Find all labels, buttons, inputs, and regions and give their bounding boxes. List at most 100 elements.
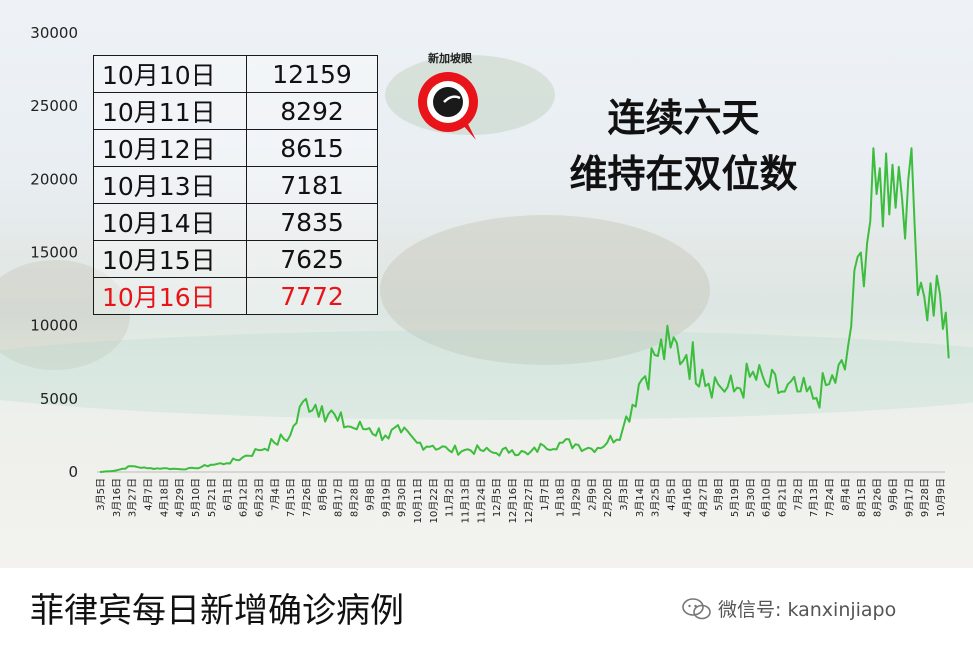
- x-tick-label: 6月23日: [253, 478, 265, 517]
- table-cell-value: 12159: [246, 55, 378, 93]
- x-tick-label: 3月16日: [111, 478, 123, 517]
- x-tick-label: 6月1日: [222, 478, 234, 511]
- table-row: 10月12日 8615: [93, 129, 378, 167]
- caption-bar: [0, 568, 973, 650]
- table-row: 10月14日 7835: [93, 203, 378, 241]
- x-tick-label: 8月6日: [317, 478, 329, 511]
- x-tick-label: 6月12日: [238, 478, 250, 517]
- x-tick-label: 7月24日: [824, 478, 836, 517]
- y-axis: 0 5000 10000 15000 20000 25000 30000: [30, 24, 78, 481]
- x-tick-label: 11月13日: [460, 478, 472, 523]
- x-tick-label: 7月15日: [285, 478, 297, 517]
- y-tick-label: 15000: [30, 244, 78, 262]
- x-tick-label: 5月30日: [745, 478, 757, 517]
- table-cell-date: 10月14日: [93, 203, 247, 241]
- daily-cases-line: [99, 147, 950, 473]
- wechat-icon: [682, 597, 711, 619]
- x-tick-label: 3月27日: [127, 478, 139, 517]
- headline: 连续六天 维持在双位数: [536, 90, 831, 202]
- x-tick-label: 11月2日: [444, 478, 456, 517]
- x-tick-label: 8月28日: [349, 478, 361, 517]
- table-cell-value: 7181: [246, 166, 378, 204]
- sea-band-shape: [0, 330, 973, 420]
- table-cell-date: 10月12日: [93, 129, 247, 167]
- x-tick-label: 5月10日: [190, 478, 202, 517]
- table-cell-date: 10月10日: [93, 55, 247, 93]
- x-tick-label: 7月13日: [808, 478, 820, 517]
- y-tick-label: 20000: [30, 170, 78, 188]
- x-tick-label: 7月4日: [269, 478, 281, 511]
- headline-line-2: 维持在双位数: [569, 152, 798, 196]
- table-row: 10月11日 8292: [93, 92, 378, 130]
- table-cell-date: 10月13日: [93, 166, 247, 204]
- x-tick-label: 12月5日: [491, 478, 503, 517]
- watermark: 微信号: kanxinjiapo: [682, 595, 896, 622]
- x-tick-label: 4月29日: [174, 478, 186, 517]
- table-cell-value: 8292: [246, 92, 378, 130]
- chart-background: 0 5000 10000 15000 20000 25000 30000 3月5日 3月16日…: [0, 0, 973, 568]
- y-tick-label: 10000: [30, 317, 78, 335]
- x-axis: 3月5日 3月16日 3月27日 4月7日 4月18日 4月29日 5月10日 5月21日 6月…: [95, 478, 947, 523]
- table-cell-value: 7835: [246, 203, 378, 241]
- table-cell-value: 7772: [246, 277, 378, 315]
- x-tick-label: 4月5日: [666, 478, 678, 511]
- x-tick-label: 8月26日: [872, 478, 884, 517]
- x-tick-label: 6月21日: [777, 478, 789, 517]
- x-tick-label: 12月16日: [507, 478, 519, 523]
- watermark-text: 微信号: kanxinjiapo: [718, 599, 897, 621]
- x-tick-label: 9月28日: [919, 478, 931, 517]
- x-tick-label: 1月18日: [555, 478, 567, 517]
- table-row: 10月13日 7181: [93, 166, 378, 204]
- table-cell-value: 7625: [246, 240, 378, 278]
- x-tick-label: 4月7日: [143, 478, 155, 511]
- headline-line-1: 连续六天: [607, 96, 760, 140]
- table-row: 10月15日 7625: [93, 240, 378, 278]
- x-tick-label: 11月24日: [475, 478, 487, 523]
- x-tick-label: 6月10日: [761, 478, 773, 517]
- eye-magnifier-icon: [418, 72, 478, 140]
- x-tick-label: 4月18日: [158, 478, 170, 517]
- x-tick-label: 9月19日: [380, 478, 392, 517]
- logo-text: 新加坡眼: [428, 52, 472, 65]
- x-tick-label: 1月29日: [570, 478, 582, 517]
- x-tick-label: 10月22日: [428, 478, 440, 523]
- table-cell-value: 8615: [246, 129, 378, 167]
- line-chart: 0 5000 10000 15000 20000 25000 30000 3月5日 3月16日…: [30, 24, 950, 523]
- table-cell-date: 10月15日: [93, 240, 247, 278]
- x-tick-label: 4月27日: [697, 478, 709, 517]
- x-tick-label: 4月16日: [681, 478, 693, 517]
- y-tick-label: 30000: [30, 24, 78, 42]
- x-tick-label: 3月5日: [95, 478, 107, 511]
- x-tick-label: 7月26日: [301, 478, 313, 517]
- x-tick-label: 12月27日: [523, 478, 535, 523]
- x-tick-label: 5月8日: [713, 478, 725, 511]
- x-tick-label: 8月15日: [856, 478, 868, 517]
- x-tick-label: 10月11日: [412, 478, 424, 523]
- logo: 新加坡眼: [410, 50, 490, 145]
- x-tick-label: 5月19日: [729, 478, 741, 517]
- x-tick-label: 1月7日: [539, 478, 551, 511]
- chart-caption: 菲律宾每日新增确诊病例: [30, 591, 404, 631]
- table-cell-date: 10月16日: [93, 277, 247, 315]
- x-tick-label: 5月21日: [206, 478, 218, 517]
- rock-island-shape: [380, 215, 710, 365]
- x-tick-label: 2月20日: [602, 478, 614, 517]
- table-row: 10月10日 12159: [93, 55, 378, 93]
- recent-cases-table: 10月10日 12159 10月11日 8292 10月12日 8615 10月13日 718…: [93, 55, 378, 315]
- x-tick-label: 7月2日: [792, 478, 804, 511]
- x-tick-label: 9月6日: [887, 478, 899, 511]
- x-tick-label: 3月14日: [634, 478, 646, 517]
- x-tick-label: 3月3日: [618, 478, 630, 511]
- y-tick-label: 25000: [30, 97, 78, 115]
- x-tick-label: 8月4日: [840, 478, 852, 511]
- x-tick-label: 3月25日: [650, 478, 662, 517]
- table-cell-date: 10月11日: [93, 92, 247, 130]
- x-tick-label: 10月9日: [935, 478, 947, 517]
- x-tick-label: 9月8日: [364, 478, 376, 511]
- y-tick-label: 5000: [40, 390, 78, 408]
- x-tick-label: 9月17日: [903, 478, 915, 517]
- x-tick-label: 8月17日: [333, 478, 345, 517]
- y-tick-label: 0: [68, 463, 78, 481]
- x-tick-label: 9月30日: [396, 478, 408, 517]
- x-tick-label: 2月9日: [586, 478, 598, 511]
